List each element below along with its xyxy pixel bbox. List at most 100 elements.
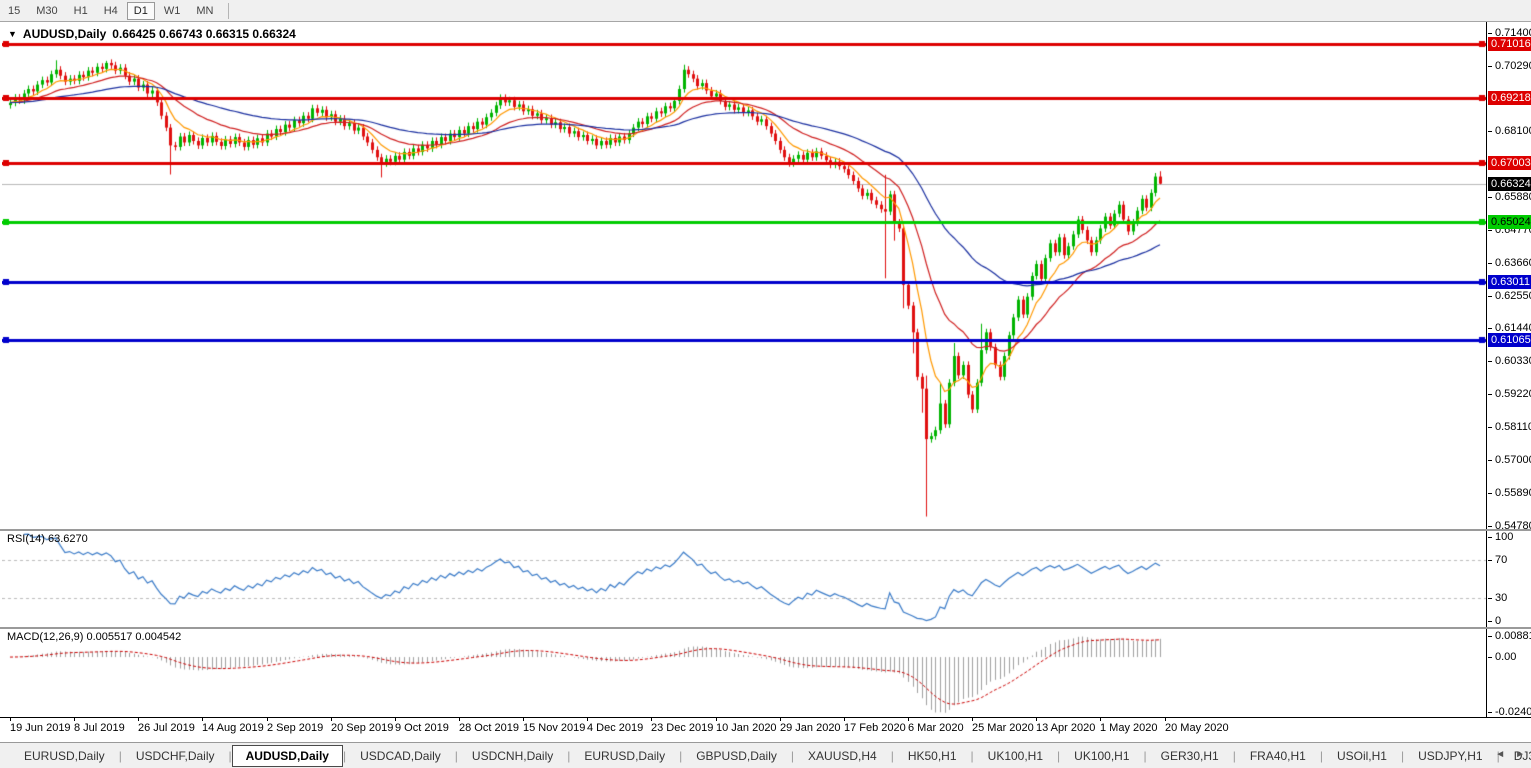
symbol-tab[interactable]: FRA40,H1 <box>1236 745 1320 767</box>
date-tick-label: 8 Jul 2019 <box>74 722 125 734</box>
price-tick-label: 0.61440 <box>1488 322 1531 334</box>
price-tick-label: 0.55890 <box>1488 487 1531 499</box>
tab-divider: | <box>790 748 795 763</box>
chart-dropdown-icon[interactable]: ▼ <box>8 29 17 39</box>
macd-tick-label: -0.024082 <box>1488 706 1531 718</box>
symbol-tab[interactable]: EURUSD,Daily <box>570 745 679 767</box>
tab-divider: | <box>1319 748 1323 763</box>
rsi-tick-label: 0 <box>1488 615 1501 627</box>
date-tick-label: 4 Dec 2019 <box>587 722 644 734</box>
symbol-tab[interactable]: AUDUSD,Daily <box>231 744 343 767</box>
price-chart-panel: 0.71400 0.70290 0.68100 0.65880 0.64770 0.636… <box>0 22 1531 532</box>
rsi-tick-label: 30 <box>1488 592 1507 604</box>
date-tick-label: 20 Sep 2019 <box>331 722 394 734</box>
macd-tick-label: 0.008815 <box>1488 630 1531 642</box>
date-tick-mark <box>1165 718 1166 721</box>
symbol-tabbar: EURUSD,Daily | USDCHF,Daily | AUDUSD,Daily | U… <box>0 742 1531 768</box>
timeframe-button-d1[interactable]: D1 <box>126 1 155 20</box>
level-price-badge: 0.63011 <box>1488 274 1531 289</box>
timeframe-button-15[interactable]: 15 <box>1 2 27 20</box>
date-tick-label: 28 Oct 2019 <box>459 722 519 734</box>
date-tick-mark <box>523 718 524 721</box>
symbol-tab[interactable]: USOil,H1 <box>1323 745 1401 767</box>
date-tick-label: 14 Aug 2019 <box>202 722 264 734</box>
tab-nav: ◄ ► <box>1495 749 1525 760</box>
timeframe-button-mn[interactable]: MN <box>189 2 220 20</box>
rsi-canvas[interactable] <box>2 531 1486 627</box>
date-tick-label: 9 Oct 2019 <box>395 722 449 734</box>
date-tick-mark <box>202 718 203 721</box>
rsi-tick-label: 70 <box>1488 554 1507 566</box>
symbol-tab[interactable]: USDCNH,Daily <box>458 745 567 767</box>
price-tick-label: 0.58110 <box>1488 421 1531 433</box>
date-axis-border <box>0 717 1531 718</box>
price-tick-label: 0.62550 <box>1488 290 1531 302</box>
macd-panel: MACD(12,26,9) 0.005517 0.004542 0.008815… <box>0 629 1531 718</box>
timeframe-button-w1[interactable]: W1 <box>157 2 188 20</box>
timeframe-button-h1[interactable]: H1 <box>67 2 95 20</box>
symbol-tab[interactable]: UK100,H1 <box>974 745 1057 767</box>
timeframe-button-h4[interactable]: H4 <box>97 2 125 20</box>
price-tick-label: 0.57000 <box>1488 454 1531 466</box>
tab-divider: | <box>567 748 571 763</box>
tab-divider: | <box>342 748 347 763</box>
timeframe-toolbar: 15 M30 H1 H4 D1 W1 MN <box>0 0 1531 22</box>
symbol-tab[interactable]: XAUUSD,H4 <box>794 745 891 767</box>
date-tick-mark <box>1036 718 1037 721</box>
date-tick-label: 10 Jan 2020 <box>716 722 777 734</box>
tab-divider: | <box>1496 748 1500 763</box>
symbol-tab[interactable]: DJ30,Daily <box>1500 745 1531 767</box>
date-tick-label: 19 Jun 2019 <box>10 722 71 734</box>
tab-scroll-right-icon[interactable]: ► <box>1515 749 1525 760</box>
date-tick-mark <box>74 718 75 721</box>
level-price-badge: 0.69218 <box>1488 90 1531 105</box>
tab-divider: | <box>228 748 232 763</box>
date-tick-mark <box>908 718 909 721</box>
date-tick-label: 6 Mar 2020 <box>908 722 964 734</box>
date-tick-label: 1 May 2020 <box>1100 722 1158 734</box>
date-tick-mark <box>10 718 11 721</box>
date-tick-label: 23 Dec 2019 <box>651 722 714 734</box>
panel-separator[interactable] <box>0 627 1531 629</box>
tab-divider: | <box>679 748 683 763</box>
date-tick-mark <box>331 718 332 721</box>
price-tick-label: 0.68100 <box>1488 125 1531 137</box>
symbol-tab[interactable]: USDJPY,H1 <box>1404 745 1496 767</box>
date-axis: 19 Jun 2019 8 Jul 2019 26 Jul 2019 14 Aug 2… <box>0 718 1531 742</box>
tab-divider: | <box>1143 748 1147 763</box>
rsi-label: RSI(14) 63.6270 <box>7 533 88 545</box>
date-tick-label: 2 Sep 2019 <box>267 722 324 734</box>
price-tick-label: 0.59220 <box>1488 388 1531 400</box>
timeframe-button-m30[interactable]: M30 <box>29 2 64 20</box>
date-tick-mark <box>651 718 652 721</box>
macd-tick-label: 0.00 <box>1488 651 1516 663</box>
date-tick-label: 25 Mar 2020 <box>972 722 1034 734</box>
date-tick-label: 17 Feb 2020 <box>844 722 906 734</box>
chart-symbol-label: AUDUSD,Daily <box>22 27 107 41</box>
date-tick-mark <box>780 718 781 721</box>
symbol-tab[interactable]: GBPUSD,Daily <box>682 745 791 767</box>
price-tick-label: 0.65880 <box>1488 191 1531 203</box>
symbol-tab[interactable]: USDCHF,Daily <box>122 745 229 767</box>
date-tick-mark <box>587 718 588 721</box>
symbol-tab[interactable]: EURUSD,Daily <box>10 745 119 767</box>
tab-divider: | <box>1232 748 1236 763</box>
panel-separator[interactable] <box>0 529 1531 531</box>
price-chart-canvas[interactable] <box>2 22 1486 529</box>
level-price-badge: 0.65024 <box>1488 215 1531 230</box>
chart-ohlc-quote: 0.66425 0.66743 0.66315 0.66324 <box>112 27 296 41</box>
date-tick-mark <box>267 718 268 721</box>
date-tick-label: 20 May 2020 <box>1165 722 1229 734</box>
tab-scroll-left-icon[interactable]: ◄ <box>1495 749 1506 760</box>
date-tick-mark <box>138 718 139 721</box>
symbol-tab[interactable]: GER30,H1 <box>1147 745 1233 767</box>
symbol-tab[interactable]: HK50,H1 <box>894 745 971 767</box>
tab-divider: | <box>454 748 458 763</box>
tab-divider: | <box>970 748 974 763</box>
macd-canvas[interactable] <box>2 629 1486 717</box>
tab-divider: | <box>1400 748 1405 763</box>
symbol-tab[interactable]: USDCAD,Daily <box>346 745 455 767</box>
symbol-tab[interactable]: UK100,H1 <box>1060 745 1143 767</box>
date-tick-mark <box>972 718 973 721</box>
price-tick-label: 0.63660 <box>1488 257 1531 269</box>
